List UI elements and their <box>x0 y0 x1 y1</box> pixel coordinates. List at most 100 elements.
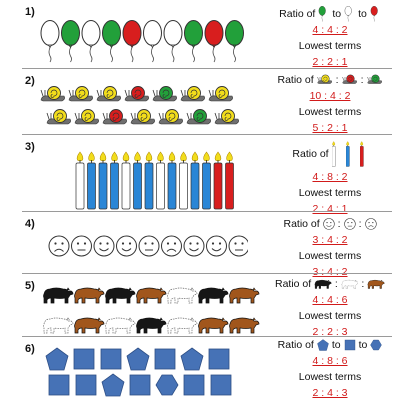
ratio-question: Ratio of to to <box>275 337 385 353</box>
red-balloon <box>122 20 142 63</box>
lowest-terms-label: Lowest terms <box>298 187 362 199</box>
shapes-picture <box>45 347 232 397</box>
red-candle <box>359 141 364 167</box>
problem-6: 6) Ratio of to to 4 : 8 : 6 Lowest terms… <box>0 337 400 400</box>
pentagon <box>317 339 329 351</box>
yellow-snail <box>208 86 233 102</box>
green-balloon <box>102 20 121 63</box>
green-balloon <box>61 20 80 63</box>
red-snail-icon <box>341 74 357 84</box>
balloons-picture <box>40 20 244 63</box>
red-candle-icon <box>359 141 364 167</box>
white-balloon <box>163 20 183 63</box>
happy-face <box>183 235 205 257</box>
happy-face <box>206 235 227 257</box>
white-candle <box>121 151 131 210</box>
green-balloon <box>319 6 327 22</box>
brown-bear <box>74 317 105 334</box>
lowest-terms-answer: 2 : 4 : 1 <box>312 203 348 215</box>
blue-candle <box>202 151 211 210</box>
brown-bear <box>229 287 260 304</box>
lowest-terms-label: Lowest terms <box>298 40 362 52</box>
happy-face <box>322 218 335 230</box>
white-balloon <box>40 20 60 63</box>
happy-face <box>93 235 115 257</box>
separator: : <box>360 74 364 86</box>
square <box>208 348 230 370</box>
ratio-answer: 10 : 4 : 2 <box>309 90 351 102</box>
neutral-face <box>343 218 356 230</box>
to-label: to <box>331 339 341 351</box>
pentagon <box>126 347 150 371</box>
yellow-snail <box>68 86 93 102</box>
red-candle <box>225 151 234 210</box>
answer-block: Ratio of : : 10 : 4 : 2 Lowest terms 5 :… <box>275 72 385 136</box>
black-bear <box>314 279 332 289</box>
answer-block: Ratio of : : 3 : 4 : 2 Lowest terms 3 : … <box>275 216 385 280</box>
red-candle <box>213 151 223 210</box>
blue-candle <box>110 151 119 210</box>
hexagon-icon <box>370 339 383 351</box>
lowest-terms-answer: 3 : 4 : 2 <box>312 266 348 278</box>
problem-number: 2) <box>25 75 35 87</box>
blue-candle <box>345 141 350 167</box>
yellow-snail <box>46 109 71 125</box>
to-label: to <box>332 8 342 20</box>
white-bear <box>105 317 136 334</box>
lowest-terms-answer: 5 : 2 : 1 <box>312 122 348 134</box>
brown-bear <box>198 317 229 334</box>
green-snail-icon <box>366 74 382 84</box>
black-bear <box>136 317 167 334</box>
hexagon <box>370 339 383 351</box>
white-bear-icon <box>341 279 359 289</box>
blue-candle <box>144 151 154 210</box>
yellow-snail <box>180 86 205 102</box>
blue-candle <box>167 151 177 210</box>
white-balloon <box>81 20 101 63</box>
red-balloon-icon <box>370 6 378 22</box>
answer-block: Ratio of to to 4 : 4 : 2 Lowest terms 2 … <box>275 6 385 70</box>
problem-5: 5) Ratio of : : 4 : 4 : 6 Lowest terms 2… <box>0 274 400 338</box>
separator: : <box>334 278 338 290</box>
ratio-question: Ratio of to to <box>275 6 385 22</box>
green-snail <box>366 74 382 84</box>
yellow-snail <box>74 109 99 125</box>
white-bear <box>167 317 198 334</box>
white-candle <box>156 151 165 210</box>
problem-number: 4) <box>25 218 35 230</box>
white-candle <box>331 141 336 167</box>
to-label: to <box>358 8 367 20</box>
yellow-snail <box>96 86 121 102</box>
bears-picture <box>43 287 260 334</box>
snails-picture <box>40 86 239 125</box>
lowest-terms-label: Lowest terms <box>298 250 362 262</box>
brown-bear <box>367 279 385 289</box>
red-snail <box>341 74 357 84</box>
blue-candle <box>87 151 96 210</box>
blue-candle <box>133 151 142 210</box>
sad-face <box>48 235 70 257</box>
green-balloon <box>225 20 244 63</box>
pentagon-icon <box>317 339 329 351</box>
lowest-terms-label: Lowest terms <box>298 371 362 383</box>
answer-block: Ratio of to to 4 : 8 : 6 Lowest terms 2 … <box>275 337 385 401</box>
ratio-label: Ratio of <box>279 8 316 20</box>
yellow-snail <box>317 74 332 84</box>
lowest-terms-label: Lowest terms <box>298 310 362 322</box>
white-bear <box>341 279 359 289</box>
square <box>75 374 97 396</box>
square <box>154 348 176 370</box>
ratio-label: Ratio of <box>283 218 320 230</box>
yellow-snail <box>158 109 183 125</box>
green-balloon <box>184 20 203 63</box>
blue-candle-icon <box>345 141 350 167</box>
neutral-face <box>228 235 248 257</box>
lowest-terms-answer: 2 : 2 : 1 <box>312 56 348 68</box>
brown-bear <box>229 317 260 334</box>
green-snail <box>186 109 211 125</box>
problem-4: 4) Ratio of : : 3 : 4 : 2 Lowest terms 3… <box>0 212 400 278</box>
white-candle-icon <box>331 141 336 167</box>
square <box>100 348 122 370</box>
neutral-face <box>138 235 160 257</box>
happy-face-icon <box>322 218 335 230</box>
